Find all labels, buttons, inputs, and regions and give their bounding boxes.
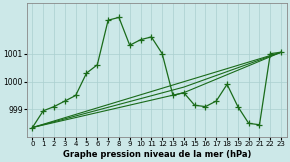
X-axis label: Graphe pression niveau de la mer (hPa): Graphe pression niveau de la mer (hPa)	[63, 150, 251, 159]
